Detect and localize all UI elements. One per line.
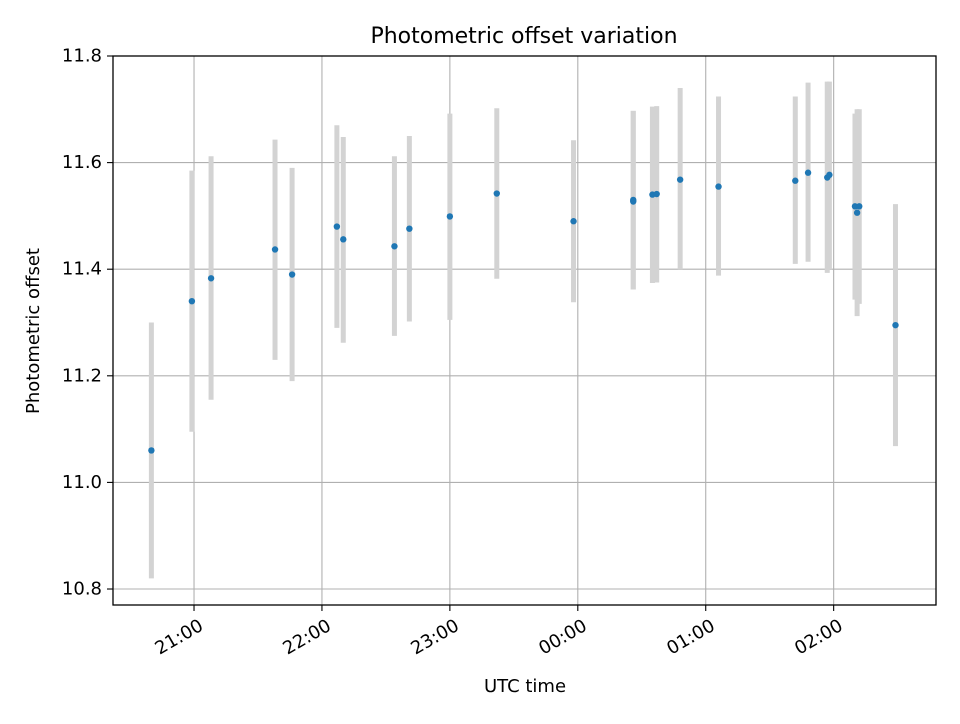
data-point — [207, 275, 215, 282]
data-point — [148, 447, 155, 454]
data-point — [653, 190, 660, 198]
y-tick-label: 11.4 — [62, 259, 102, 280]
data-point — [391, 243, 398, 250]
chart-title: Photometric offset variation — [370, 24, 677, 49]
y-tick-label: 11.8 — [62, 46, 102, 67]
data-point — [333, 223, 341, 230]
data-point — [406, 225, 413, 232]
data-point — [493, 190, 500, 197]
y-axis-label: Photometric offset — [23, 248, 44, 414]
data-point — [630, 198, 637, 205]
data-point — [792, 177, 799, 184]
data-point — [570, 218, 577, 225]
x-axis-label: UTC time — [484, 676, 566, 697]
data-point — [446, 213, 454, 220]
data-point — [340, 236, 347, 243]
point-layer — [148, 169, 899, 454]
data-point — [853, 209, 861, 216]
data-point — [288, 271, 296, 278]
data-point — [188, 297, 196, 305]
y-tick-label: 11.6 — [62, 152, 102, 173]
plot-frame — [112, 55, 937, 606]
data-point — [856, 203, 863, 210]
data-point — [804, 169, 812, 176]
data-point — [715, 183, 722, 190]
y-tick-label: 11.0 — [62, 472, 102, 493]
y-tick-label: 10.8 — [62, 579, 102, 600]
y-tick-label: 11.2 — [62, 365, 102, 386]
data-point — [271, 246, 279, 253]
data-point — [826, 171, 833, 179]
data-point — [676, 176, 684, 183]
data-point — [892, 321, 899, 329]
